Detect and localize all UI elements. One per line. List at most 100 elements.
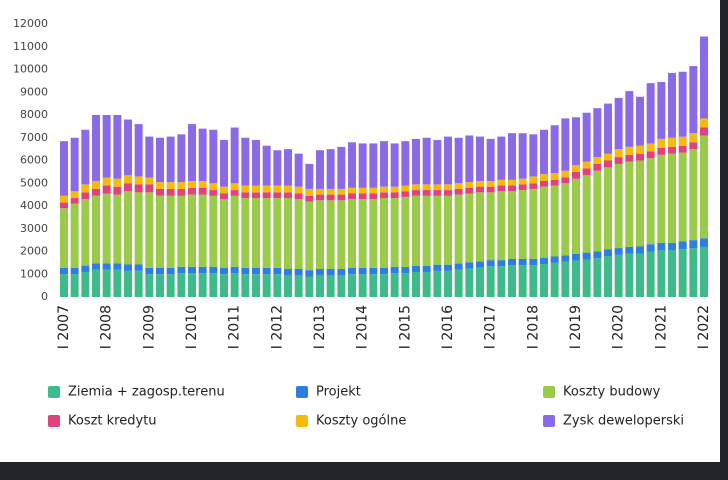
bar-segment xyxy=(476,136,484,181)
bar-segment xyxy=(92,195,100,264)
bar-segment xyxy=(81,199,90,266)
bar-segment xyxy=(209,273,218,297)
bar-segment xyxy=(572,253,580,261)
bar-segment xyxy=(294,269,303,276)
bar-segment xyxy=(124,183,132,192)
bar-segment xyxy=(262,267,271,275)
bar-segment xyxy=(198,194,207,267)
bar-segment xyxy=(444,195,452,265)
bar-segment xyxy=(198,273,207,297)
bar-segment xyxy=(305,188,314,196)
bar-segment xyxy=(454,263,463,270)
bar-segment xyxy=(582,252,591,260)
bar-segment xyxy=(316,200,324,270)
bar-segment xyxy=(700,36,708,119)
bar-segment xyxy=(337,194,346,201)
bar-segment xyxy=(422,195,431,266)
bar-segment xyxy=(550,125,559,174)
bar-segment xyxy=(348,274,356,297)
bar-segment xyxy=(465,268,474,297)
bar-segment xyxy=(678,241,687,250)
bar-segment xyxy=(156,195,164,268)
bar-segment xyxy=(582,175,591,253)
bar-segment xyxy=(689,142,698,150)
bar-segment xyxy=(241,185,250,193)
bar-segment xyxy=(390,273,399,297)
bar-segment xyxy=(113,115,122,179)
bar-segment xyxy=(284,149,292,186)
bar-segment xyxy=(433,190,442,196)
bar-segment xyxy=(422,271,431,297)
bar-segment xyxy=(337,200,346,270)
bar-segment xyxy=(348,193,356,200)
bar-segment xyxy=(337,269,346,276)
bar-segment xyxy=(412,190,420,196)
bar-segment xyxy=(380,141,388,187)
bar-segment xyxy=(380,267,388,275)
bar-segment xyxy=(70,191,79,199)
bar-segment xyxy=(220,140,228,187)
bar-segment xyxy=(92,269,100,297)
bar-segment xyxy=(188,273,196,297)
bar-segment xyxy=(220,199,228,268)
bar-segment xyxy=(614,149,623,158)
bar-segment xyxy=(433,195,442,265)
x-tick-label: I 2009 xyxy=(141,305,157,349)
bar-segment xyxy=(476,180,484,187)
bar-segment xyxy=(604,103,612,154)
y-tick-label: 11000 xyxy=(13,40,48,53)
bar-segment xyxy=(305,163,314,189)
y-tick-label: 1000 xyxy=(20,267,48,280)
bar-segment xyxy=(390,143,399,187)
bar-segment xyxy=(678,71,687,137)
bar-segment xyxy=(156,188,164,196)
bar-segment xyxy=(134,124,143,177)
bar-segment xyxy=(70,198,79,204)
bar-segment xyxy=(241,137,250,186)
bar-segment xyxy=(380,198,388,268)
bar-segment xyxy=(422,137,431,185)
bar-segment xyxy=(593,108,602,158)
bar-segment xyxy=(230,266,239,274)
bar-segment xyxy=(230,127,239,184)
bar-segment xyxy=(81,184,90,193)
bar-segment xyxy=(348,142,356,188)
bar-segment xyxy=(177,134,186,183)
bar-segment xyxy=(252,185,260,193)
bar-segment xyxy=(60,267,68,275)
bar-segment xyxy=(561,261,570,297)
legend-label: Projekt xyxy=(316,385,361,400)
bar-segment xyxy=(124,270,132,297)
bar-segment xyxy=(252,274,260,297)
bar-segment xyxy=(433,264,442,271)
bar-segment xyxy=(454,137,463,184)
bar-segment xyxy=(700,246,708,297)
bar-segment xyxy=(593,251,602,259)
bar-segment xyxy=(166,188,175,196)
bar-segment xyxy=(145,192,154,268)
legend-label: Koszty ogólne xyxy=(316,414,406,429)
bar-segment xyxy=(593,170,602,252)
x-tick-label: I 2011 xyxy=(227,305,243,349)
bar-segment xyxy=(582,259,591,297)
bar-segment xyxy=(582,168,591,176)
bar-segment xyxy=(102,115,111,178)
bar-segment xyxy=(689,133,698,143)
bar-segment xyxy=(70,267,79,275)
bar-segment xyxy=(636,160,644,247)
legend-swatch xyxy=(543,415,555,427)
bar-segment xyxy=(316,188,324,195)
bar-segment xyxy=(273,267,282,275)
bar-segment xyxy=(326,149,335,189)
bar-segment xyxy=(273,192,282,199)
legend-label: Koszty budowy xyxy=(563,385,661,400)
x-tick-label: I 2021 xyxy=(653,305,669,349)
bar-segment xyxy=(412,271,420,297)
bar-segment xyxy=(220,274,228,297)
y-tick-label: 6000 xyxy=(20,154,48,167)
legend-swatch xyxy=(296,386,308,398)
bar-segment xyxy=(220,186,228,194)
bar-segment xyxy=(561,118,570,171)
y-tick-label: 9000 xyxy=(20,85,48,98)
